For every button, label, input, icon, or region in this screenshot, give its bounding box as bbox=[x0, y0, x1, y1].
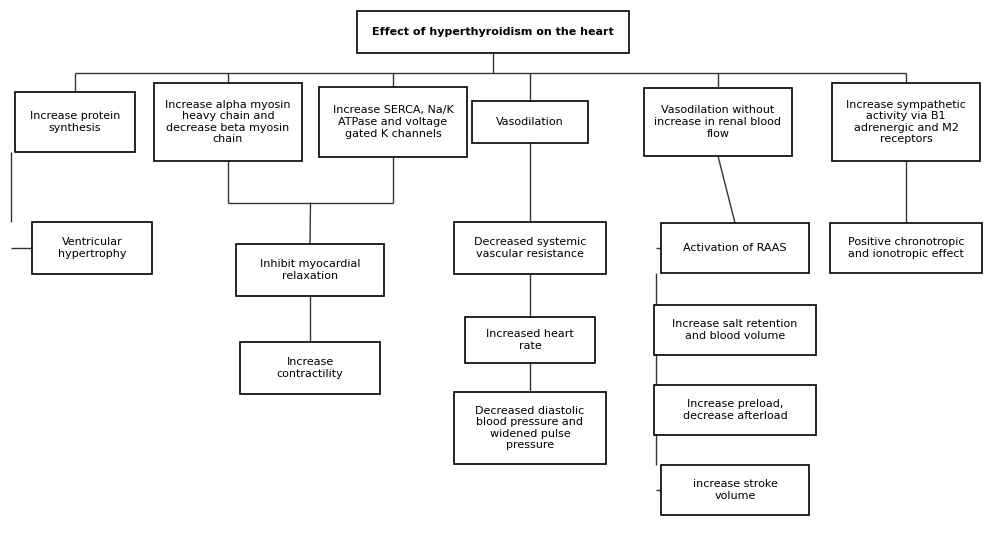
FancyBboxPatch shape bbox=[357, 11, 629, 53]
FancyBboxPatch shape bbox=[32, 222, 152, 274]
Text: Increased heart
rate: Increased heart rate bbox=[486, 329, 574, 351]
Text: Increase alpha myosin
heavy chain and
decrease beta myosin
chain: Increase alpha myosin heavy chain and de… bbox=[166, 100, 291, 145]
Text: Activation of RAAS: Activation of RAAS bbox=[683, 243, 787, 253]
FancyBboxPatch shape bbox=[240, 342, 380, 394]
Text: Increase protein
synthesis: Increase protein synthesis bbox=[30, 111, 120, 133]
Text: Increase preload,
decrease afterload: Increase preload, decrease afterload bbox=[682, 399, 788, 421]
Text: Increase salt retention
and blood volume: Increase salt retention and blood volume bbox=[672, 319, 798, 341]
FancyBboxPatch shape bbox=[15, 92, 135, 152]
FancyBboxPatch shape bbox=[832, 83, 980, 161]
FancyBboxPatch shape bbox=[830, 223, 982, 273]
Text: Increase
contractility: Increase contractility bbox=[277, 357, 343, 379]
Text: Decreased diastolic
blood pressure and
widened pulse
pressure: Decreased diastolic blood pressure and w… bbox=[475, 406, 585, 450]
FancyBboxPatch shape bbox=[154, 83, 302, 161]
FancyBboxPatch shape bbox=[454, 222, 606, 274]
FancyBboxPatch shape bbox=[644, 88, 792, 156]
FancyBboxPatch shape bbox=[319, 87, 467, 157]
FancyBboxPatch shape bbox=[654, 305, 816, 355]
FancyBboxPatch shape bbox=[236, 244, 384, 296]
Text: increase stroke
volume: increase stroke volume bbox=[692, 479, 777, 501]
Text: Vasodilation without
increase in renal blood
flow: Vasodilation without increase in renal b… bbox=[655, 105, 782, 139]
Text: Increase SERCA, Na/K
ATPase and voltage
gated K channels: Increase SERCA, Na/K ATPase and voltage … bbox=[332, 105, 454, 139]
Text: Ventricular
hypertrophy: Ventricular hypertrophy bbox=[58, 237, 126, 259]
Text: Vasodilation: Vasodilation bbox=[496, 117, 564, 127]
FancyBboxPatch shape bbox=[472, 101, 588, 143]
Text: Inhibit myocardial
relaxation: Inhibit myocardial relaxation bbox=[259, 259, 360, 281]
Text: Positive chronotropic
and ionotropic effect: Positive chronotropic and ionotropic eff… bbox=[848, 237, 964, 259]
FancyBboxPatch shape bbox=[454, 392, 606, 464]
FancyBboxPatch shape bbox=[465, 317, 595, 363]
Text: Decreased systemic
vascular resistance: Decreased systemic vascular resistance bbox=[474, 237, 587, 259]
Text: Increase sympathetic
activity via B1
adrenergic and M2
receptors: Increase sympathetic activity via B1 adr… bbox=[846, 100, 966, 145]
FancyBboxPatch shape bbox=[654, 385, 816, 435]
FancyBboxPatch shape bbox=[661, 465, 809, 515]
Text: Effect of hyperthyroidism on the heart: Effect of hyperthyroidism on the heart bbox=[372, 27, 614, 37]
FancyBboxPatch shape bbox=[661, 223, 809, 273]
